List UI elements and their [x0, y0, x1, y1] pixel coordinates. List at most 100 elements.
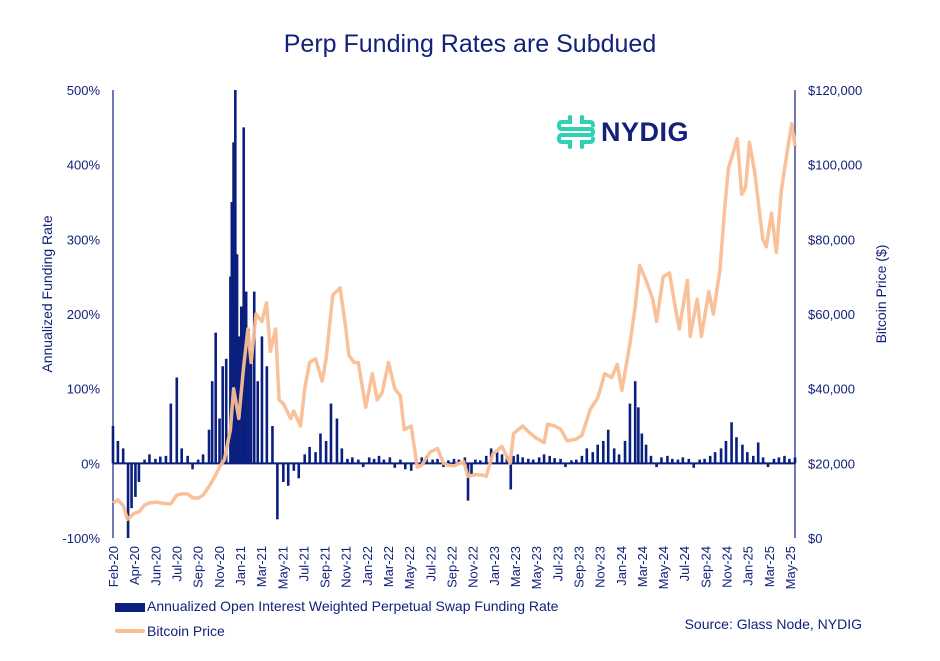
left-tick-label: -100% [62, 531, 100, 546]
funding-bar [218, 418, 221, 464]
funding-bar [649, 455, 653, 464]
funding-bar [606, 429, 610, 464]
funding-bar [617, 454, 621, 464]
funding-bar [537, 457, 541, 464]
funding-bar [319, 433, 322, 464]
funding-bar [457, 459, 461, 464]
funding-bar [466, 463, 470, 501]
funding-bar [303, 454, 307, 464]
funding-bar [324, 440, 328, 464]
right-tick-label: $100,000 [808, 158, 862, 173]
funding-bar [447, 460, 450, 464]
x-tick-label: Jan-21 [233, 546, 248, 586]
x-tick-label: Nov-23 [593, 546, 608, 588]
funding-bar [777, 457, 781, 464]
funding-bar [756, 442, 760, 464]
bitcoin-price-line [112, 121, 797, 522]
funding-bar [329, 403, 333, 464]
funding-bar [210, 381, 214, 464]
funding-bar [548, 455, 551, 464]
right-axis-title: Bitcoin Price ($) [873, 245, 889, 344]
funding-bar [409, 463, 413, 471]
nydig-logo-text: NYDIG [601, 116, 690, 147]
funding-bar [623, 440, 627, 464]
funding-bar [207, 429, 211, 464]
funding-bar [531, 459, 535, 464]
funding-bar [137, 463, 141, 482]
funding-bar [420, 457, 424, 464]
funding-bar [601, 440, 605, 464]
funding-bar [553, 458, 556, 464]
x-tick-label: May-23 [529, 546, 544, 589]
funding-bar [148, 454, 151, 464]
x-tick-label: Mar-24 [635, 546, 650, 587]
funding-bar [484, 455, 488, 464]
left-axis-title: Annualized Funding Rate [39, 215, 55, 372]
x-tick-label: Sep-22 [445, 546, 460, 588]
x-tick-label: Jan-24 [614, 546, 629, 586]
funding-bar [297, 463, 301, 479]
funding-bar [361, 463, 365, 468]
funding-bar [116, 440, 120, 464]
funding-bar [526, 458, 530, 464]
funding-bar [687, 458, 691, 464]
funding-bar [570, 460, 573, 464]
funding-bar [111, 426, 115, 464]
funding-bar [575, 459, 578, 464]
funding-bar [292, 463, 296, 471]
funding-bar [393, 463, 397, 468]
funding-bar [286, 463, 290, 486]
left-tick-label: 0% [81, 456, 100, 471]
funding-bar [314, 452, 317, 464]
funding-bar [452, 458, 456, 464]
x-tick-label: Jul-21 [296, 546, 311, 581]
funding-bar [521, 457, 524, 464]
x-tick-label: Jun-20 [148, 546, 163, 586]
funding-bar [260, 336, 264, 464]
funding-bar [474, 459, 477, 464]
funding-bar [164, 455, 168, 464]
funding-bar [232, 142, 235, 464]
funding-bar [180, 448, 183, 464]
funding-bar [463, 457, 467, 464]
funding-bar [713, 452, 717, 464]
right-tick-label: $60,000 [808, 307, 855, 322]
funding-bar [367, 457, 371, 464]
funding-bar [308, 446, 311, 464]
right-tick-label: $80,000 [808, 232, 855, 247]
x-tick-label: Jul-20 [169, 546, 184, 581]
funding-bar [542, 454, 546, 464]
funding-bar [175, 377, 179, 464]
x-tick-label: Mar-23 [508, 546, 523, 587]
funding-bar [403, 463, 407, 470]
funding-bar [559, 458, 562, 464]
funding-bar [591, 452, 595, 464]
funding-bar [201, 454, 205, 464]
left-tick-label: 100% [67, 382, 101, 397]
funding-bar [596, 444, 599, 464]
funding-bar [628, 403, 632, 464]
funding-bar [500, 454, 504, 464]
funding-bar [741, 444, 744, 464]
funding-bar [256, 381, 260, 464]
funding-bar [735, 437, 738, 464]
funding-bar [431, 459, 434, 464]
funding-bar [637, 407, 640, 464]
funding-bar [516, 454, 520, 464]
x-tick-label: Sep-23 [571, 546, 586, 588]
funding-bar [154, 458, 157, 464]
funding-bar [271, 426, 274, 464]
x-tick-label: Mar-21 [254, 546, 269, 587]
funding-bar [724, 440, 728, 464]
funding-bar [580, 455, 584, 464]
funding-bar [340, 448, 344, 464]
funding-bar [377, 455, 381, 464]
funding-bar [265, 366, 269, 464]
funding-bar [746, 452, 749, 464]
x-tick-label: Jan-25 [741, 546, 756, 586]
x-tick-label: Jan-22 [360, 546, 375, 586]
funding-bar [564, 463, 567, 468]
funding-bar [169, 403, 173, 464]
funding-bar [644, 444, 648, 464]
funding-bar [436, 458, 439, 464]
